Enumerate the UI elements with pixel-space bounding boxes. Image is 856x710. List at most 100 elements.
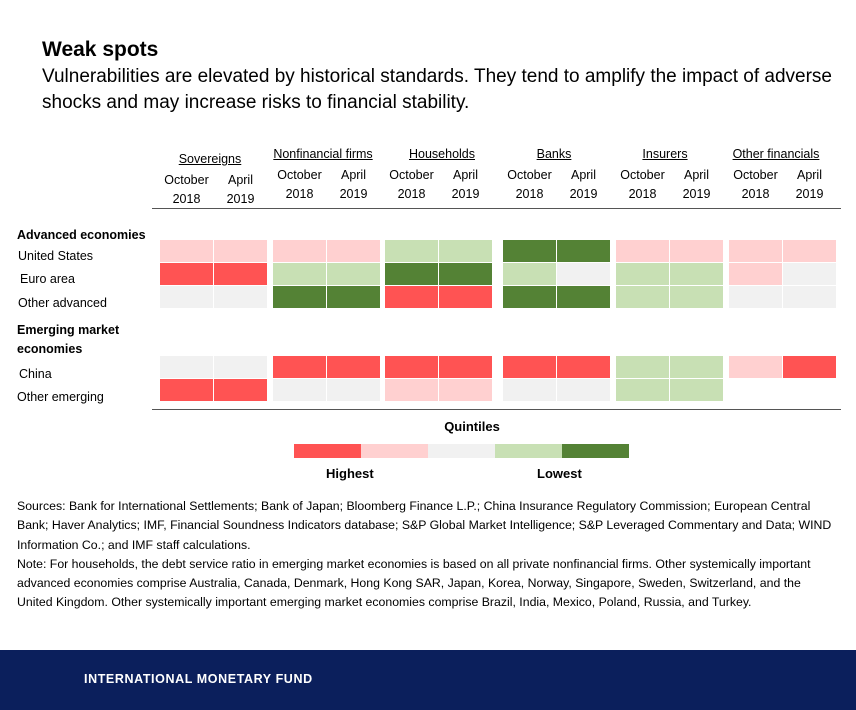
period-year: 2019	[569, 187, 598, 201]
period-label: October 2018	[270, 166, 330, 204]
heatmap-cell	[783, 356, 836, 378]
period-month: October	[164, 173, 209, 187]
bottom-rule	[152, 409, 841, 410]
heatmap-cell	[783, 240, 836, 262]
heatmap-cell	[616, 286, 669, 308]
section-label: Emerging market economies	[17, 321, 119, 359]
period-year: 2019	[339, 187, 368, 201]
heatmap-cell	[439, 263, 492, 285]
header-rule	[152, 208, 841, 209]
column-group-label: Other financials	[732, 147, 820, 161]
heatmap-cell	[214, 286, 267, 308]
period-label: April 2019	[667, 166, 727, 204]
heatmap-cell	[385, 263, 438, 285]
period-year: 2018	[515, 187, 544, 201]
period-label: October 2018	[500, 166, 560, 204]
period-label: October 2018	[613, 166, 673, 204]
heatmap-cell	[670, 263, 723, 285]
heatmap-cell	[557, 240, 610, 262]
row-label: Euro area	[20, 272, 75, 286]
heatmap-cell	[439, 240, 492, 262]
legend-swatch	[361, 444, 428, 458]
heatmap-cell	[616, 356, 669, 378]
heatmap-cell	[327, 240, 380, 262]
section-label-line: Emerging market	[17, 323, 120, 337]
period-year: 2019	[795, 187, 824, 201]
note-text: Note: For households, the debt service r…	[17, 556, 811, 610]
heatmap-cell	[557, 379, 610, 401]
period-month: October	[733, 168, 778, 182]
heatmap-cell	[670, 379, 723, 401]
period-month: April	[683, 168, 709, 182]
heatmap-cell	[214, 356, 267, 378]
heatmap-cell	[729, 356, 782, 378]
heatmap-cell	[385, 356, 438, 378]
heatmap-cell	[729, 286, 782, 308]
heatmap-cell	[439, 286, 492, 308]
row-label: United States	[18, 249, 94, 263]
heatmap-cell	[327, 379, 380, 401]
period-label: October 2018	[382, 166, 442, 204]
period-year: 2019	[451, 187, 480, 201]
chart-subtitle: Vulnerabilities are elevated by historic…	[42, 66, 832, 113]
legend-swatch	[428, 444, 495, 458]
heatmap-cell	[160, 286, 213, 308]
legend-swatch	[294, 444, 361, 458]
heatmap-cell	[670, 286, 723, 308]
heatmap-cell	[670, 240, 723, 262]
heatmap-cell	[729, 240, 782, 262]
footer-org: INTERNATIONAL MONETARY FUND	[84, 672, 313, 686]
column-group-label: Banks	[536, 147, 572, 161]
heatmap-cell	[160, 263, 213, 285]
period-label: April 2019	[436, 166, 496, 204]
period-year: 2018	[285, 187, 314, 201]
heatmap-cell	[214, 379, 267, 401]
heatmap-cell	[273, 263, 326, 285]
period-label: April 2019	[324, 166, 384, 204]
heatmap-cell	[439, 379, 492, 401]
period-label: April 2019	[780, 166, 840, 204]
heatmap-cell	[327, 263, 380, 285]
heatmap-cell	[385, 286, 438, 308]
period-month: April	[227, 173, 253, 187]
period-year: 2019	[226, 192, 255, 206]
section-label-line: economies	[17, 342, 83, 356]
period-month: April	[340, 168, 366, 182]
legend-swatch	[562, 444, 629, 458]
legend-title: Quintiles	[444, 419, 500, 434]
column-group-label: Sovereigns	[178, 152, 242, 166]
period-label: April 2019	[211, 171, 271, 209]
period-month: October	[277, 168, 322, 182]
heatmap-cell	[273, 379, 326, 401]
sources-text: Sources: Bank for International Settleme…	[17, 499, 832, 552]
heatmap-cell	[616, 379, 669, 401]
column-group-label: Nonfinancial firms	[273, 147, 373, 161]
period-label: October 2018	[157, 171, 217, 209]
section-label-line: Advanced economies	[17, 228, 146, 242]
heatmap-cell	[214, 240, 267, 262]
heatmap-cell	[557, 263, 610, 285]
heatmap-cell	[503, 240, 556, 262]
heatmap-cell	[557, 286, 610, 308]
legend-label-lowest: Lowest	[537, 466, 582, 481]
period-month: October	[507, 168, 552, 182]
heatmap-cell	[327, 286, 380, 308]
period-month: April	[570, 168, 596, 182]
legend-label-highest: Highest	[326, 466, 374, 481]
heatmap-cell	[160, 379, 213, 401]
row-label: Other advanced	[18, 296, 107, 310]
heatmap-cell	[273, 240, 326, 262]
chart-title: Weak spots	[42, 38, 159, 61]
heatmap-cell	[273, 356, 326, 378]
legend-swatch	[495, 444, 562, 458]
heatmap-cell	[616, 263, 669, 285]
period-month: October	[389, 168, 434, 182]
period-year: 2019	[682, 187, 711, 201]
heatmap-cell	[385, 240, 438, 262]
heatmap-cell	[503, 263, 556, 285]
heatmap-cell	[503, 286, 556, 308]
period-label: October 2018	[726, 166, 786, 204]
column-group-label: Insurers	[642, 147, 688, 161]
period-year: 2018	[741, 187, 770, 201]
period-month: October	[620, 168, 665, 182]
